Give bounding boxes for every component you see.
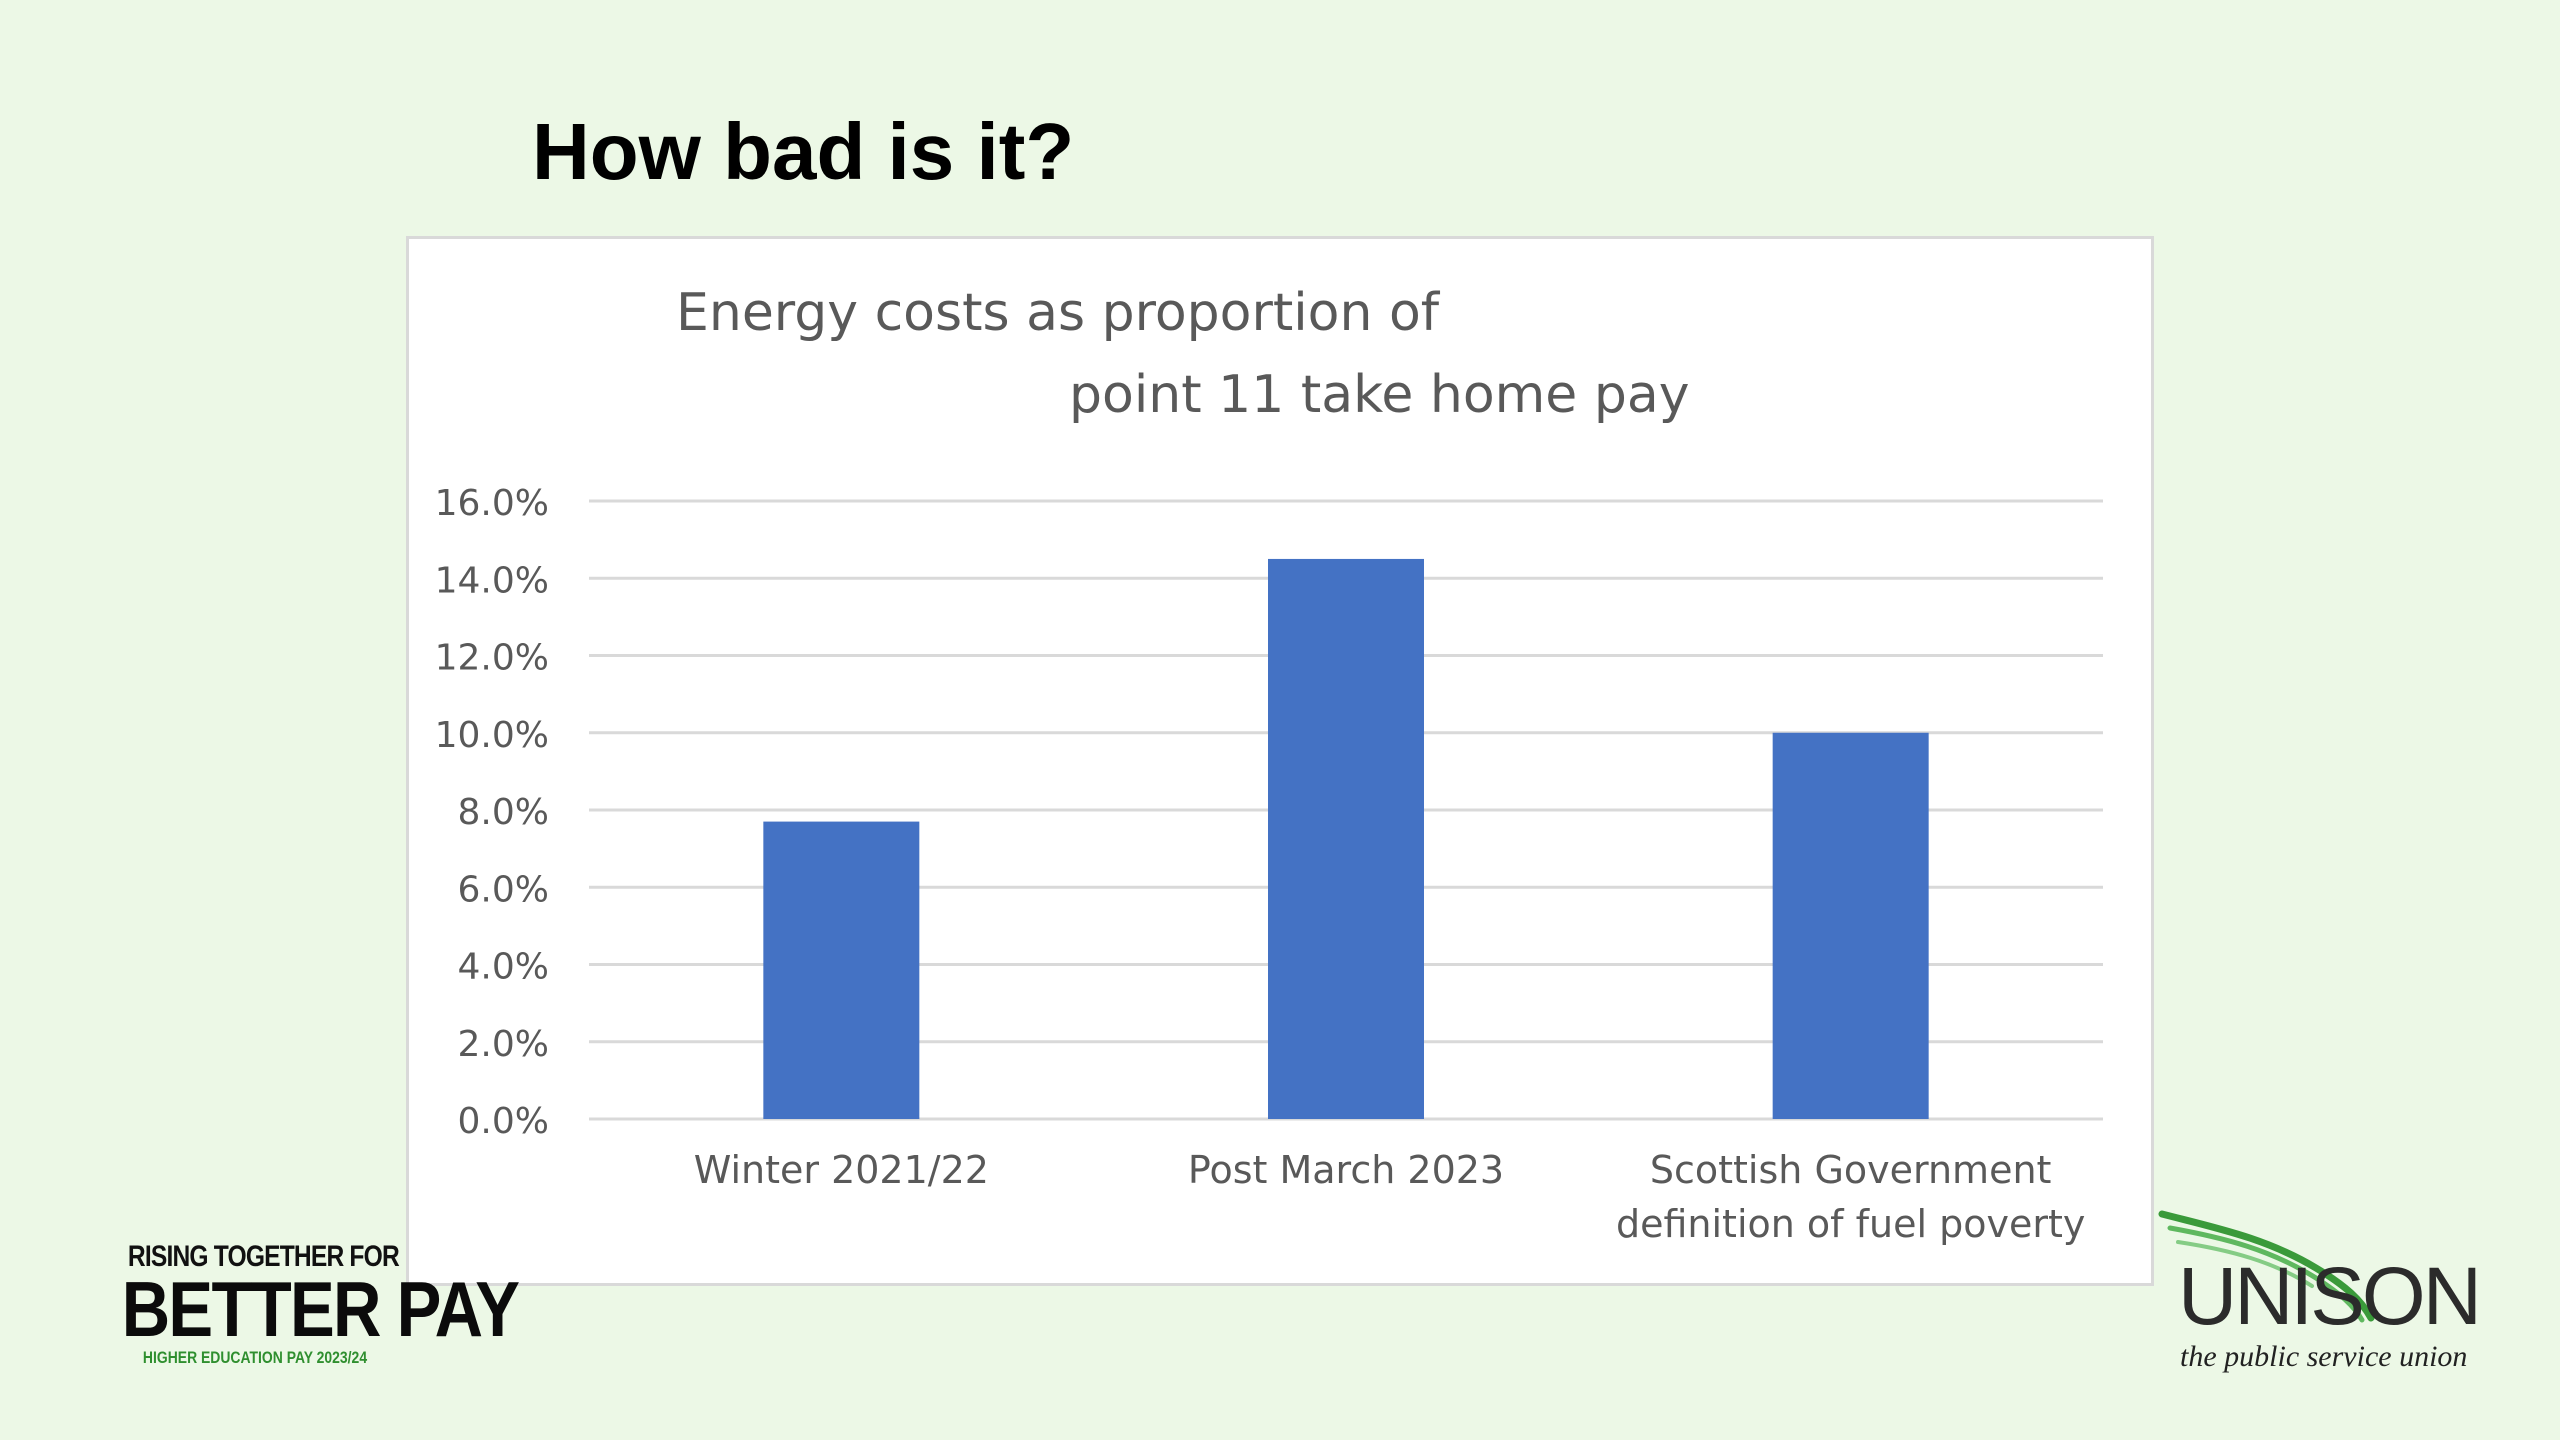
slide-title: How bad is it?: [532, 107, 1075, 196]
x-category-label: Post March 2023: [1188, 1148, 1504, 1192]
bar: [1268, 558, 1424, 1119]
y-tick-label: 2.0%: [458, 1024, 549, 1065]
bar-chart: 0.0% 2.0% 4.0% 6.0% 8.0% 10.0% 12.0% 14.0% 16.0%…: [435, 483, 2103, 1246]
unison-wordmark: UNISON: [2178, 1251, 2482, 1342]
campaign-subtitle: HIGHER EDUCATION PAY 2023/24: [142, 1348, 368, 1368]
campaign-name: BETTER PAY: [121, 1265, 520, 1353]
bar: [1772, 732, 1929, 1119]
y-tick-label: 8.0%: [458, 792, 549, 833]
better-pay-logo: RISING TOGETHER FOR BETTER PAY HIGHER ED…: [100, 1240, 520, 1368]
y-tick-label: 12.0%: [435, 638, 549, 679]
x-category-label: definition of fuel poverty: [1616, 1202, 2085, 1246]
x-category-label: Winter 2021/22: [694, 1148, 989, 1192]
y-tick-label: 6.0%: [458, 869, 549, 910]
x-category-label: Scottish Government: [1650, 1148, 2052, 1192]
y-tick-label: 16.0%: [435, 483, 549, 524]
unison-swoosh-icon: [2158, 1210, 2375, 1323]
y-tick-label: 14.0%: [435, 560, 549, 601]
chart-title-line1: Energy costs as proportion of: [676, 283, 1440, 343]
unison-tagline: the public service union: [2180, 1340, 2468, 1373]
campaign-tagline: RISING TOGETHER FOR: [127, 1240, 400, 1273]
unison-logo: UNISON the public service union: [2156, 1208, 2482, 1378]
bar: [763, 821, 920, 1119]
chart-title-line2: point 11 take home pay: [1069, 365, 1690, 425]
y-tick-label: 4.0%: [458, 947, 549, 988]
y-tick-label: 10.0%: [435, 715, 549, 756]
y-tick-label: 0.0%: [458, 1101, 549, 1142]
chart-panel: Energy costs as proportion of point 11 t…: [406, 236, 2154, 1286]
